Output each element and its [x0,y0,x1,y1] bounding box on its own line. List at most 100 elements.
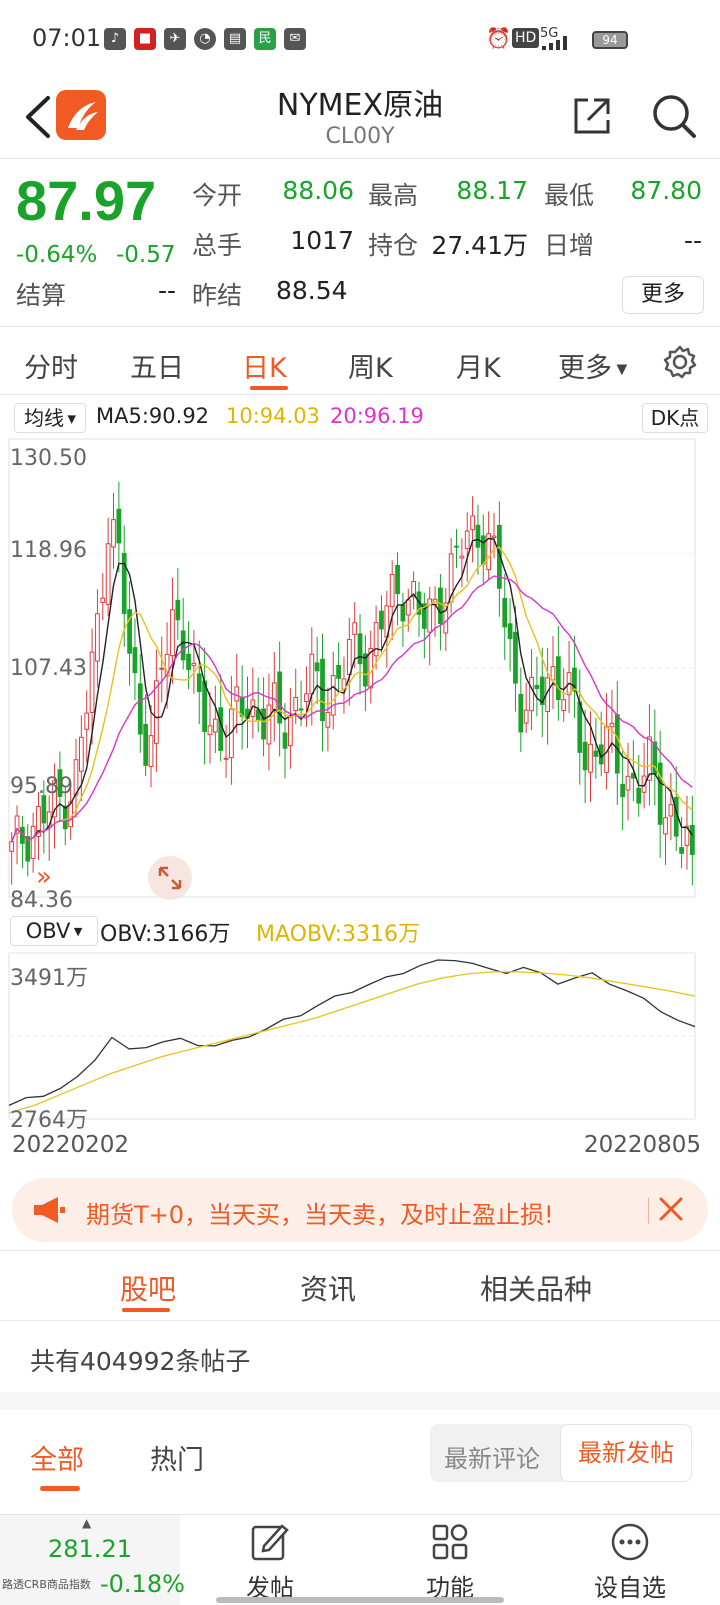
candle-body [507,623,513,640]
candle-body [30,825,36,860]
sort-latest-post[interactable]: 最新发帖 [560,1424,692,1482]
ma20-value: 20:96.19 [330,404,424,428]
candle-body [593,750,599,757]
settle-label: 结算 [16,281,67,310]
candle-body [689,824,695,855]
candle-body [95,613,100,662]
active-tab-indicator [122,1308,170,1312]
candle-body [534,685,540,690]
daily-increase-value: -- [683,226,702,255]
settings-icon[interactable] [662,344,698,380]
candle-body [502,598,508,628]
candle-body [239,697,245,717]
candle-body [100,597,106,603]
book-icon: ▤ [224,28,246,50]
indicator-select[interactable]: OBV ▼ [10,916,98,946]
candle-body [116,508,122,544]
megaphone-icon [34,1197,65,1223]
tab-daily-k[interactable]: 日K [242,353,287,384]
candle-body [405,599,411,616]
crb-value: 281.21 [48,1535,132,1563]
sort-latest-comment[interactable]: 最新评论 [444,1445,540,1473]
edit-icon[interactable] [250,1522,290,1562]
candle-body [175,599,181,621]
candle-body [427,598,433,633]
more-quote-button[interactable]: 更多 [622,276,704,314]
obv-chart[interactable] [8,952,712,1124]
share-icon[interactable] [570,94,614,138]
candle-body [523,709,529,724]
candle-body [379,610,384,630]
start-date: 20220202 [12,1132,130,1158]
change-percent: -0.64% [16,242,98,268]
caret-down-icon: ▼ [612,361,628,378]
candle-body [191,662,197,667]
close-icon[interactable] [656,1194,686,1224]
candle-body [486,533,492,571]
candle-body [84,712,90,730]
alarm-icon: ⏰ [486,26,511,50]
obv-value: OBV:3166万 [100,922,231,947]
tab-monthly-k[interactable]: 月K [456,353,501,384]
candle-body [598,744,604,765]
dk-point-button[interactable]: DK点 [642,403,708,433]
app-red-icon: ■ [134,28,156,50]
candle-body [127,609,132,654]
candle-body [400,604,406,622]
y-tick-label: 118.96 [10,538,87,563]
crb-change-percent: -0.18% [100,1570,185,1598]
candle-body [684,825,690,846]
low-label: 最低 [544,181,595,210]
candle-body [475,524,481,548]
signal-icon [542,36,567,50]
more-icon[interactable] [610,1522,650,1562]
ma-select-label: 均线 [24,406,65,430]
tab-weekly-k[interactable]: 周K [348,353,393,384]
tab-hot[interactable]: 热门 [150,1445,204,1476]
candle-body [73,759,79,796]
candle-body [164,653,170,677]
kline-chart[interactable] [8,438,712,910]
candle-body [625,775,631,791]
end-date: 20220805 [584,1132,702,1158]
candle-body [223,757,229,760]
tab-all[interactable]: 全部 [30,1445,84,1476]
volume-value: 1017 [290,226,354,255]
active-tab-indicator [250,386,288,390]
candle-body [78,736,84,772]
ma-line-ma5 [11,537,693,842]
promo-banner[interactable] [12,1178,708,1242]
double-chevron-icon[interactable]: » [36,862,52,892]
tab-guba[interactable]: 股吧 [120,1273,177,1306]
expand-chart-button[interactable] [148,856,192,900]
tab-five-day[interactable]: 五日 [130,353,184,384]
tab-minute[interactable]: 分时 [24,353,78,384]
candle-body [620,783,626,798]
candle-body [454,545,459,548]
tab-news[interactable]: 资讯 [300,1273,357,1306]
daily-increase-label: 日增 [544,231,595,260]
candle-body [57,769,63,797]
ma-select[interactable]: 均线 ▼ [14,403,86,433]
candle-body [234,686,240,702]
divider [0,1320,720,1321]
caret-down-icon: ▼ [70,925,83,938]
open-value: 88.06 [282,176,354,205]
candle-body [143,724,149,766]
high-label: 最高 [368,181,419,210]
tab-related[interactable]: 相关品种 [480,1273,593,1306]
low-value: 87.80 [630,176,702,205]
candle-body [555,656,561,701]
watchlist-button-label[interactable]: 设自选 [594,1574,666,1602]
grid-icon[interactable] [430,1522,470,1562]
tab-more-periods[interactable]: 更多 ▼ [558,346,627,385]
search-icon[interactable] [650,92,698,140]
candle-body [561,699,567,712]
candle-body [395,564,400,595]
crb-index-panel[interactable] [0,1515,180,1605]
candle-body [52,780,57,818]
app-logo [56,90,106,140]
back-icon[interactable] [18,92,58,142]
mail-icon: ✉ [284,28,306,50]
candle-body [293,696,299,712]
